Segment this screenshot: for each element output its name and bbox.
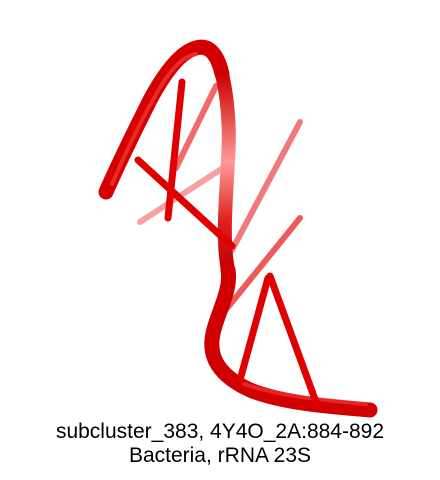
base-stick (173, 83, 219, 171)
backbone-segment (98, 39, 230, 200)
rna-3d-render (98, 39, 378, 418)
backbone-highlight (242, 382, 368, 406)
base-stick (229, 119, 303, 253)
caption-line-1: subcluster_383, 4Y4O_2A:884-892 (55, 420, 385, 443)
base-stick (164, 78, 186, 222)
backbone-highlight (110, 52, 198, 186)
base-stick (134, 156, 236, 250)
base-stick (137, 159, 235, 225)
backbone-tube (98, 39, 378, 418)
backbone-segment (204, 262, 378, 418)
base-stick (266, 272, 320, 406)
base-stick (236, 274, 272, 384)
figure-caption: subcluster_383, 4Y4O_2A:884-892 Bacteria… (0, 420, 440, 468)
base-sticks-front (134, 78, 320, 406)
base-sticks-back (137, 83, 303, 315)
base-stick (221, 215, 303, 315)
caption-line-2: Bacteria, rRNA 23S (128, 444, 312, 467)
